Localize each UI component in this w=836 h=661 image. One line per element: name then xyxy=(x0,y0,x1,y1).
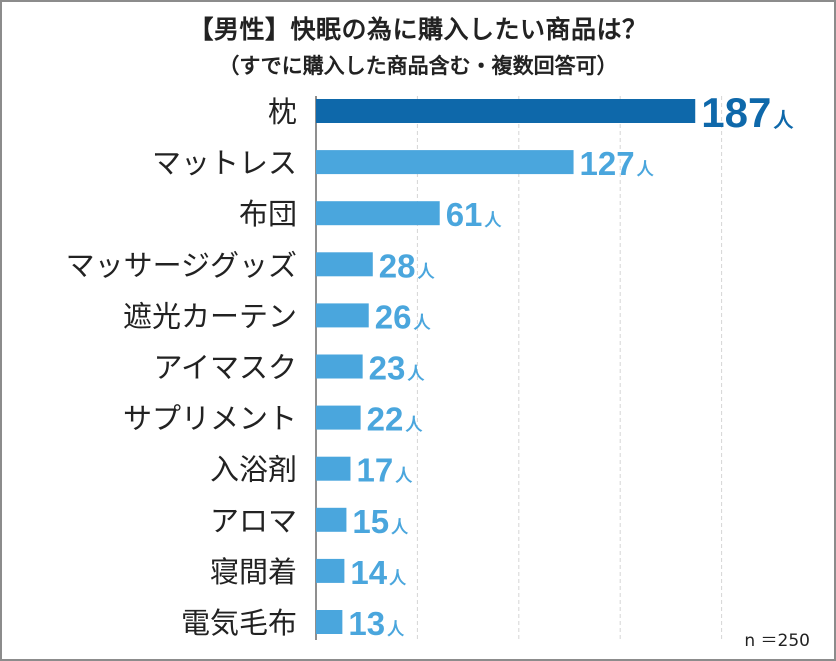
bar-1 xyxy=(316,150,574,175)
category-label: マッサージグッズ xyxy=(66,248,297,282)
value-label: 22 人 xyxy=(367,401,424,438)
bar-0 xyxy=(316,99,696,123)
category-label: 入浴剤 xyxy=(210,453,297,487)
category-label: マットレス xyxy=(152,146,297,180)
value-label: 14 人 xyxy=(350,554,407,591)
bar-10 xyxy=(316,610,343,634)
sample-size-note: n ＝250 xyxy=(744,631,810,651)
category-label: 枕 xyxy=(268,95,297,129)
bar-7 xyxy=(316,456,351,481)
bar-4 xyxy=(316,303,369,328)
value-label: 187 人 xyxy=(701,89,794,136)
category-label: アイマスク xyxy=(153,351,297,385)
value-label: 127 人 xyxy=(580,145,655,182)
bar-9 xyxy=(316,558,345,583)
category-label: サプリメント xyxy=(123,402,297,436)
bar-3 xyxy=(316,252,373,277)
value-label: 26 人 xyxy=(375,298,432,335)
category-label: 寝間着 xyxy=(210,555,297,589)
value-label: 13 人 xyxy=(348,605,405,642)
category-label: 遮光カーテン xyxy=(123,299,297,333)
bar-2 xyxy=(316,201,440,226)
category-label: アロマ xyxy=(210,504,297,538)
value-label: 17 人 xyxy=(356,452,413,489)
category-label: 布団 xyxy=(239,197,297,231)
bar-8 xyxy=(316,507,347,532)
chart-title: 【男性】快眠の為に購入したい商品は？ xyxy=(188,15,648,44)
bar-6 xyxy=(316,405,361,430)
value-label: 28 人 xyxy=(379,247,436,284)
value-label: 61 人 xyxy=(446,196,503,233)
value-label: 23 人 xyxy=(369,350,426,387)
bar-5 xyxy=(316,354,363,379)
category-label: 電気毛布 xyxy=(181,606,297,640)
value-label: 15 人 xyxy=(352,503,409,540)
chart-subtitle: （すでに購入した商品含む・複数回答可） xyxy=(218,54,618,78)
